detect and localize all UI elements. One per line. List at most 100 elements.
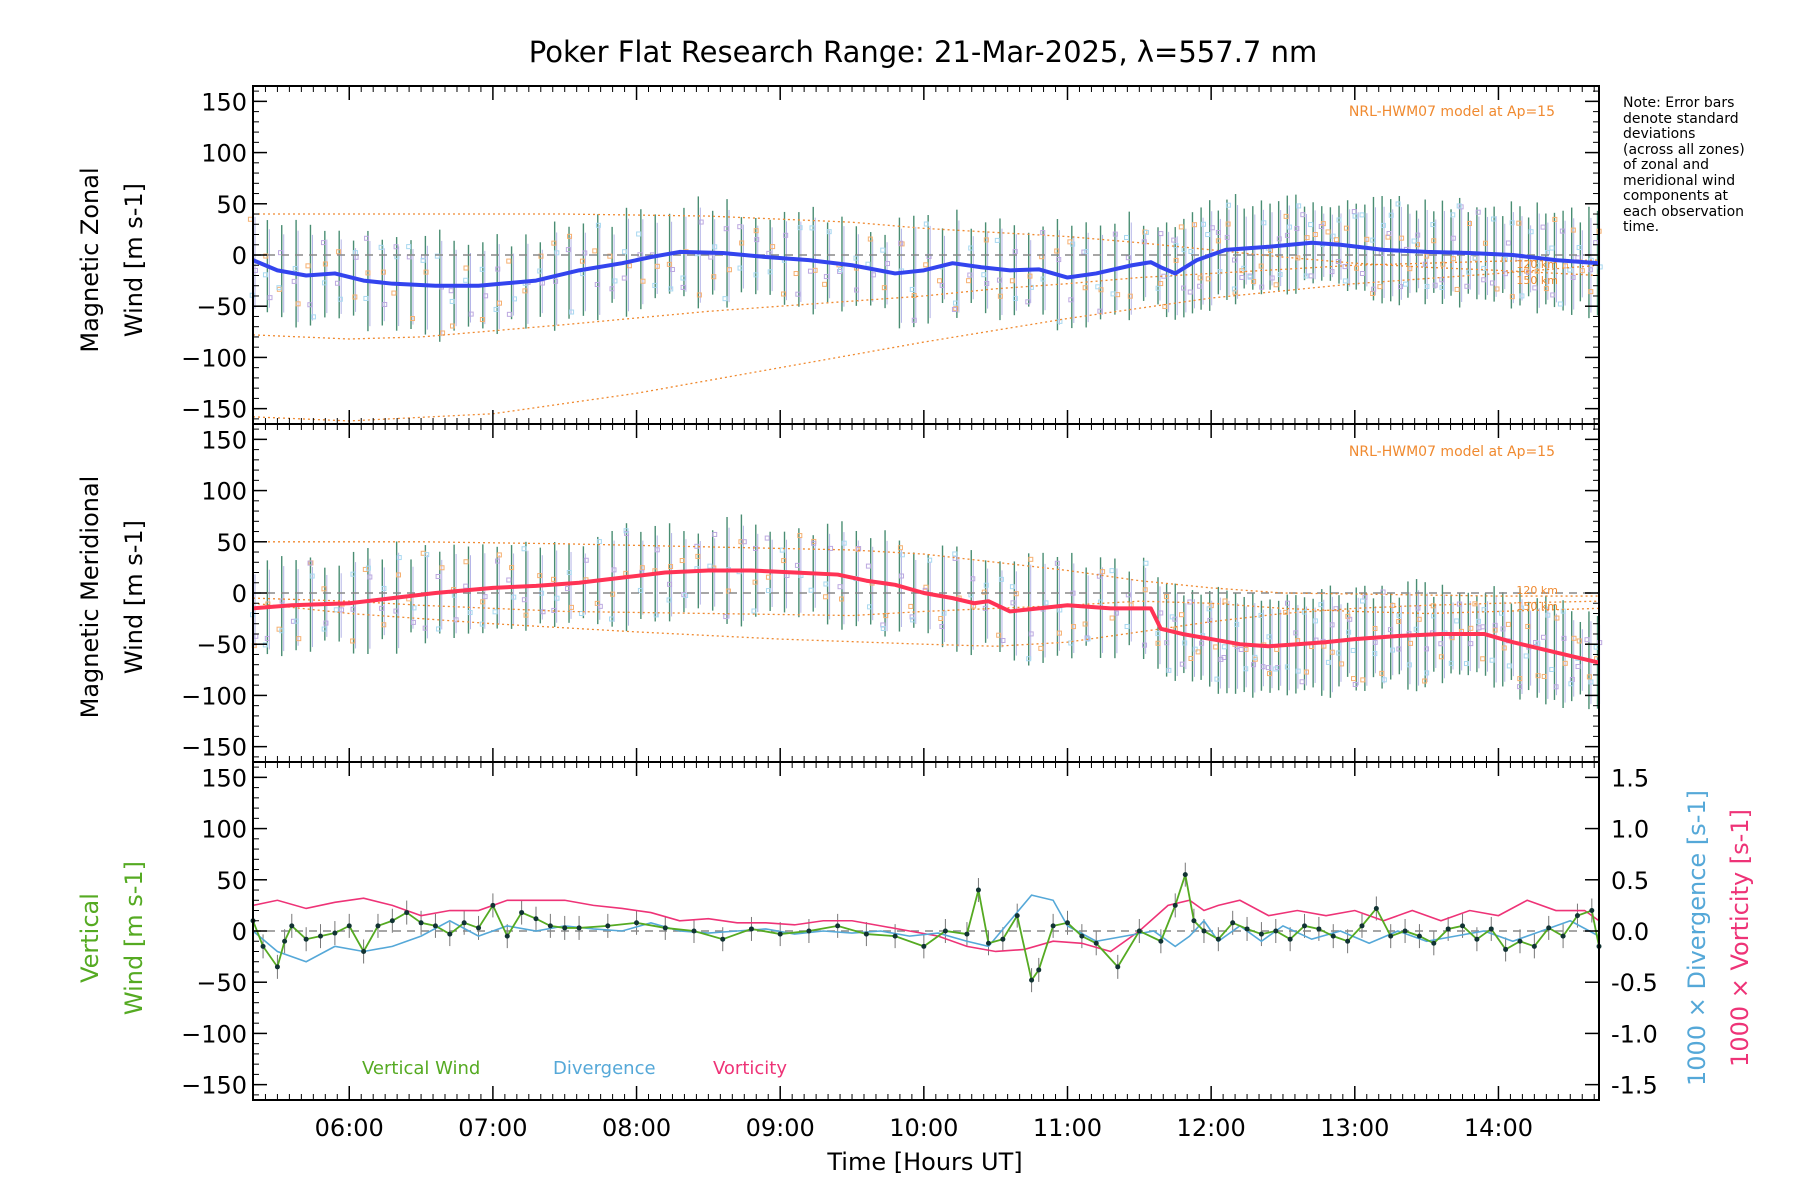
y2-tick-label: 1.0 <box>1611 816 1649 844</box>
zone-point <box>278 250 284 256</box>
vertical-ylabel-line1: Vertical <box>76 893 104 983</box>
mean-wind-line <box>252 240 1600 288</box>
zone-point <box>522 288 528 294</box>
zone-point <box>751 608 757 614</box>
zone-point <box>951 306 957 312</box>
vertical-wind-point <box>282 938 288 944</box>
x-tick-label: 10:00 <box>889 1114 958 1142</box>
y-tick-label: 50 <box>216 529 247 557</box>
meridional-model-alt-120: 120 km <box>1516 584 1558 597</box>
x-tick-label: 09:00 <box>746 1114 815 1142</box>
note-line: of zonal and <box>1623 157 1709 173</box>
zone-point <box>339 607 345 613</box>
zone-point <box>1481 265 1487 271</box>
zone-point <box>453 617 459 623</box>
zone-point <box>881 285 887 291</box>
zone-point <box>440 330 446 336</box>
zone-point <box>1528 229 1534 235</box>
y-tick-label: −100 <box>181 682 247 710</box>
zone-point <box>996 632 1002 638</box>
zone-point <box>812 267 818 273</box>
zone-point <box>1217 269 1223 275</box>
zone-point <box>263 253 269 259</box>
zone-point <box>668 286 674 292</box>
vertical-wind-point <box>346 923 352 929</box>
zone-point <box>1097 308 1103 314</box>
vertical-wind-point <box>1158 938 1164 944</box>
zone-point <box>1100 569 1106 575</box>
zone-point <box>1209 225 1215 231</box>
zone-point <box>1234 621 1240 627</box>
zone-point <box>1519 293 1525 299</box>
zone-point <box>952 551 958 557</box>
vertical-wind-point <box>720 936 726 942</box>
zone-point <box>1110 291 1116 297</box>
zone-point <box>1576 638 1582 644</box>
zone-point <box>639 565 645 571</box>
zone-point <box>1575 664 1581 670</box>
y2-tick-label: 0.0 <box>1611 918 1649 946</box>
zone-point <box>797 533 803 539</box>
zone-point <box>1567 267 1573 273</box>
zone-point <box>1402 281 1408 287</box>
note-line: components at <box>1623 188 1729 204</box>
vertical-wind-point <box>1345 938 1351 944</box>
vertical-wind-point <box>1503 946 1509 952</box>
zone-point <box>1390 647 1396 653</box>
zone-point <box>622 249 628 255</box>
zone-point <box>1448 660 1454 666</box>
zone-point <box>1505 621 1511 627</box>
zone-point <box>1372 639 1378 645</box>
zone-point <box>666 597 672 603</box>
vertical-wind-point <box>1431 940 1437 946</box>
zone-point <box>495 558 501 564</box>
zone-point <box>1506 663 1512 669</box>
vertical-wind-point <box>404 910 410 916</box>
zone-point <box>1353 265 1359 271</box>
zone-point <box>1336 650 1342 656</box>
zone-point <box>984 280 990 286</box>
zone-point <box>463 277 469 283</box>
vertical-wind-point <box>691 928 697 934</box>
zone-point <box>1579 268 1585 274</box>
zone-point <box>1276 236 1282 242</box>
zone-point <box>911 293 917 299</box>
vertical-wind-point <box>1273 928 1279 934</box>
zone-point <box>1192 222 1198 228</box>
zone-point <box>1294 226 1300 232</box>
vertical-wind-point <box>1115 964 1121 970</box>
zone-point <box>511 296 517 302</box>
y-tick-label: −50 <box>196 293 247 321</box>
error-bar-note: Note: Error bars denote standard deviati… <box>1623 95 1793 236</box>
zone-point <box>1200 221 1206 227</box>
zone-point <box>511 594 517 600</box>
zone-point <box>1329 269 1335 275</box>
zone-point <box>1482 240 1488 246</box>
zone-point <box>1178 612 1184 618</box>
zonal-ylabel-line2: Wind [m s-1] <box>120 183 148 337</box>
vertical-wind-point <box>921 943 927 949</box>
zone-point <box>1346 629 1352 635</box>
zone-point <box>839 596 845 602</box>
zone-point <box>636 231 642 237</box>
zone-point <box>828 545 834 551</box>
zone-point <box>334 280 340 286</box>
zone-point <box>365 270 371 276</box>
zone-point <box>1181 247 1187 253</box>
zone-point <box>666 261 672 267</box>
zone-point <box>1562 660 1568 666</box>
zone-point <box>537 268 543 274</box>
zone-point <box>1396 618 1402 624</box>
zone-point <box>683 592 689 598</box>
zone-point <box>1534 268 1540 274</box>
zone-point <box>1308 222 1314 228</box>
vertical-wind-point <box>547 923 553 929</box>
zone-point <box>554 595 560 601</box>
vertical-wind-point <box>975 887 981 893</box>
zone-point <box>939 282 945 288</box>
vertical-wind-point <box>806 928 812 934</box>
zone-point <box>566 569 572 575</box>
zone-point <box>1109 568 1115 574</box>
zone-point <box>1197 283 1203 289</box>
zone-point <box>811 540 817 546</box>
